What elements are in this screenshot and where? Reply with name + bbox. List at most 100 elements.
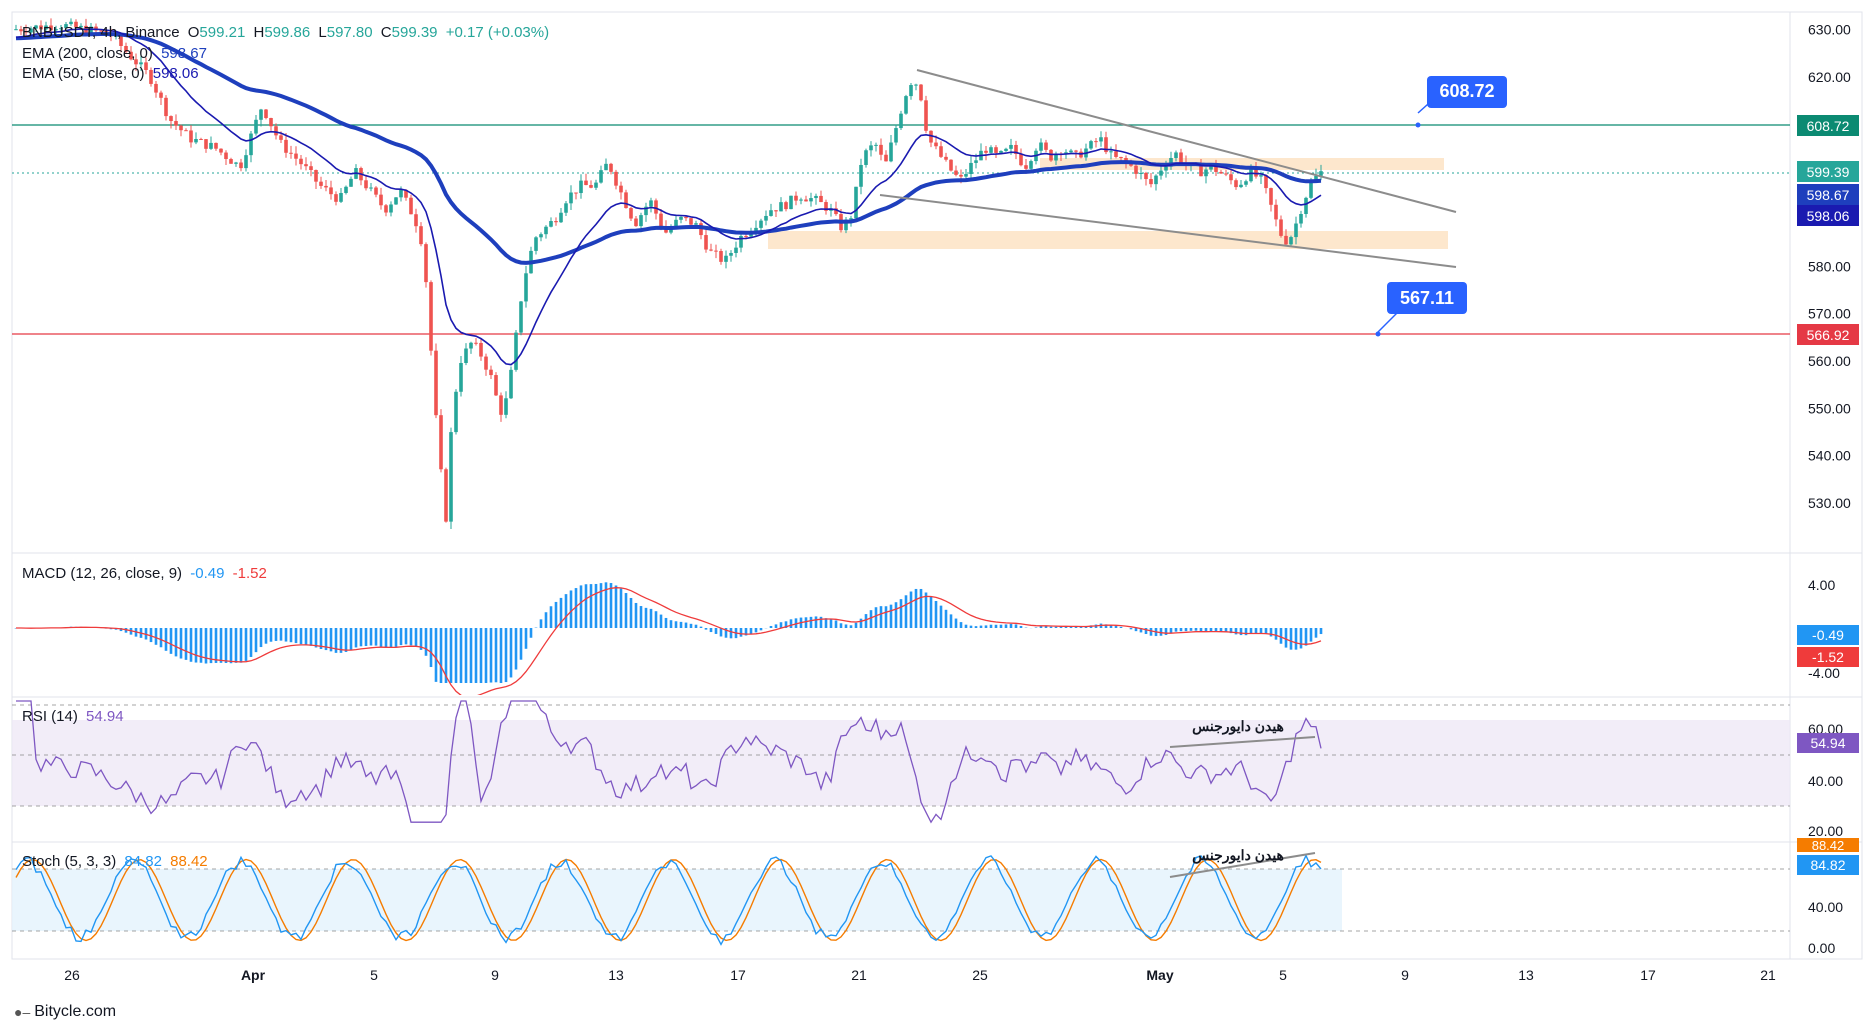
candle-body bbox=[194, 139, 198, 143]
macd-bar bbox=[314, 628, 318, 648]
candle-body bbox=[969, 162, 973, 175]
macd-bar bbox=[1209, 628, 1213, 632]
rsi-divergence-line[interactable] bbox=[1169, 736, 1316, 748]
macd-bar bbox=[1194, 628, 1198, 631]
candle-body bbox=[219, 148, 223, 153]
ema200-legend[interactable]: EMA (200, close, 0) 598.67 bbox=[22, 45, 207, 62]
macd-bar bbox=[824, 618, 828, 628]
macd-bar bbox=[709, 628, 713, 633]
macd-bar bbox=[719, 628, 723, 637]
macd-bar bbox=[694, 624, 698, 628]
candle-body bbox=[19, 29, 23, 32]
candle-body bbox=[559, 212, 563, 223]
time-axis[interactable]: 26 Apr 5 9 13 17 21 25 May 5 9 13 17 21 bbox=[64, 967, 1776, 983]
candle-body bbox=[1054, 153, 1058, 161]
macd-bar bbox=[989, 624, 993, 628]
candle-body bbox=[1229, 174, 1233, 181]
candle-body bbox=[909, 85, 913, 97]
macd-bar bbox=[634, 602, 638, 628]
candle-body bbox=[819, 195, 823, 203]
candle-body bbox=[579, 180, 583, 194]
price-axis[interactable]: 630.00620.00610.00600.00590.00580.00570.… bbox=[1808, 21, 1851, 511]
candle-body bbox=[1274, 204, 1278, 220]
candle-body bbox=[134, 59, 138, 65]
candle-body bbox=[174, 121, 178, 126]
macd-bar bbox=[279, 628, 283, 641]
macd-bar bbox=[949, 614, 953, 628]
candle-body bbox=[1089, 141, 1093, 149]
candle-body bbox=[1109, 151, 1113, 153]
candle-body bbox=[859, 164, 863, 187]
macd-bar bbox=[1069, 626, 1073, 628]
stoch-axis: 40.00 0.00 bbox=[1808, 899, 1843, 956]
time-tick: 21 bbox=[1760, 967, 1776, 983]
time-tick: 17 bbox=[1640, 967, 1656, 983]
macd-bar bbox=[654, 611, 658, 628]
macd-bar bbox=[1174, 628, 1178, 632]
candle-body bbox=[789, 195, 793, 210]
stoch-d-line bbox=[15, 858, 1322, 942]
wedge-upper-trendline[interactable] bbox=[916, 69, 1457, 213]
price-label-ema50: 598.06 bbox=[1797, 205, 1859, 226]
candle-body bbox=[929, 130, 933, 143]
stoch-divergence-line[interactable] bbox=[1169, 852, 1316, 878]
macd-bar bbox=[224, 628, 228, 664]
price-tick: 530.00 bbox=[1808, 495, 1851, 511]
close-label: C599.39 bbox=[380, 24, 438, 41]
time-tick: 13 bbox=[608, 967, 624, 983]
candle-body bbox=[729, 252, 733, 256]
candle-body bbox=[169, 116, 173, 122]
candle-body bbox=[669, 227, 673, 233]
svg-text:599.39: 599.39 bbox=[1807, 164, 1850, 180]
macd-bar bbox=[1249, 628, 1253, 634]
symbol-legend[interactable]: BNBUSDT, 4h, Binance O599.21 H599.86 L59… bbox=[22, 24, 553, 41]
candle-body bbox=[939, 146, 943, 157]
stoch-legend[interactable]: Stoch (5, 3, 3) 84.82 88.42 bbox=[22, 853, 208, 870]
candle-body bbox=[79, 25, 83, 28]
rsi-legend[interactable]: RSI (14) 54.94 bbox=[22, 708, 124, 725]
macd-bar bbox=[814, 616, 818, 628]
macd-bar bbox=[1164, 628, 1168, 636]
candle-body bbox=[324, 185, 328, 188]
candle-body bbox=[1289, 237, 1293, 245]
macd-bar bbox=[939, 605, 943, 628]
macd-bar bbox=[239, 628, 243, 663]
time-tick: 26 bbox=[64, 967, 80, 983]
candle-body bbox=[599, 170, 603, 183]
candle-body bbox=[799, 199, 803, 201]
macd-bar bbox=[1144, 628, 1148, 635]
macd-bar bbox=[1289, 628, 1293, 650]
candle-body bbox=[1224, 173, 1228, 175]
candle-body bbox=[984, 150, 988, 153]
macd-legend[interactable]: MACD (12, 26, close, 9) -0.49 -1.52 bbox=[22, 565, 267, 582]
macd-bar bbox=[244, 628, 248, 661]
wedge-lower-trendline[interactable] bbox=[879, 194, 1457, 268]
macd-bar bbox=[429, 628, 433, 668]
candle-body bbox=[999, 150, 1003, 153]
macd-bar bbox=[339, 628, 343, 653]
macd-bar bbox=[184, 628, 188, 660]
candle-body bbox=[1024, 165, 1028, 169]
macd-bar bbox=[559, 597, 563, 628]
candle-body bbox=[974, 160, 978, 163]
candle-body bbox=[609, 163, 613, 172]
stoch-k-line bbox=[15, 853, 1322, 946]
macd-bar bbox=[414, 628, 418, 647]
callout-567[interactable]: 567.11 bbox=[1375, 282, 1468, 337]
candle-body bbox=[614, 171, 618, 186]
candle-body bbox=[1134, 165, 1138, 174]
candle-body bbox=[244, 155, 248, 169]
price-label-support: 566.92 bbox=[1797, 324, 1859, 345]
candle-body bbox=[364, 180, 368, 189]
ema50-legend[interactable]: EMA (50, close, 0) 598.06 bbox=[22, 65, 199, 82]
macd-bar bbox=[379, 628, 383, 647]
macd-bar bbox=[1169, 628, 1173, 634]
candle-body bbox=[184, 130, 188, 132]
callout-608[interactable]: 608.72 bbox=[1415, 76, 1508, 128]
svg-text:566.92: 566.92 bbox=[1807, 327, 1850, 343]
macd-bar bbox=[1134, 628, 1138, 632]
candle-body bbox=[834, 208, 838, 215]
candle-body bbox=[429, 282, 433, 351]
macd-bar bbox=[1064, 626, 1068, 628]
